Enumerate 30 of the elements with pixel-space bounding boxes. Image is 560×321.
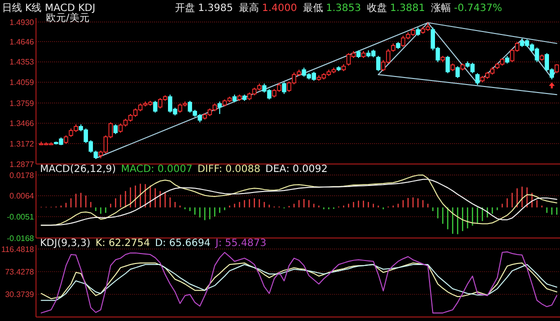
series-label: D: 65.6694 [154, 238, 211, 249]
chart-title: KDJ(9,3,3) [40, 238, 91, 249]
y-tick-label: 30.3739 [5, 290, 35, 300]
series-label: J: 55.4873 [214, 238, 266, 249]
y-tick-label: 1.4059 [10, 78, 35, 88]
series-label: MACD: 0.0007 [120, 164, 192, 175]
series-label: DEA: 0.0092 [265, 164, 328, 175]
series-label: K: 62.2754 [95, 238, 150, 249]
y-tick-label: -0.0168 [6, 234, 35, 243]
chart-title: MACD(26,12,9) [40, 164, 116, 175]
text: 最低 1.3853 [303, 3, 361, 14]
chart-title: 日线 K线 MACD KDJ [2, 2, 96, 14]
chart-subtitle: 欧元/美元 [46, 12, 90, 24]
text: 涨幅 -0.7437% [431, 2, 502, 14]
y-tick-label: 1.4646 [10, 37, 35, 46]
y-tick-label: 0.0178 [10, 170, 35, 180]
text: 收盘 1.3881 [367, 2, 425, 14]
y-tick-label: 73.4278 [5, 267, 35, 276]
text: 最高 1.4000 [239, 2, 297, 14]
text: 开盘 1.3985 [175, 2, 233, 14]
series-label: DIFF: 0.0088 [197, 164, 260, 175]
y-tick-label: 1.3466 [10, 119, 35, 128]
y-tick-label: 0.0064 [10, 192, 35, 201]
y-tick-label: 1.3759 [10, 98, 35, 108]
y-tick-label: 116.4818 [1, 244, 35, 254]
y-tick-label: -0.0051 [6, 212, 35, 222]
y-tick-label: 1.3172 [10, 139, 35, 148]
y-tick-label: 1.4353 [10, 58, 35, 67]
y-tick-label: 1.4930 [10, 18, 35, 27]
y-tick-label: 1.2877 [10, 160, 35, 169]
